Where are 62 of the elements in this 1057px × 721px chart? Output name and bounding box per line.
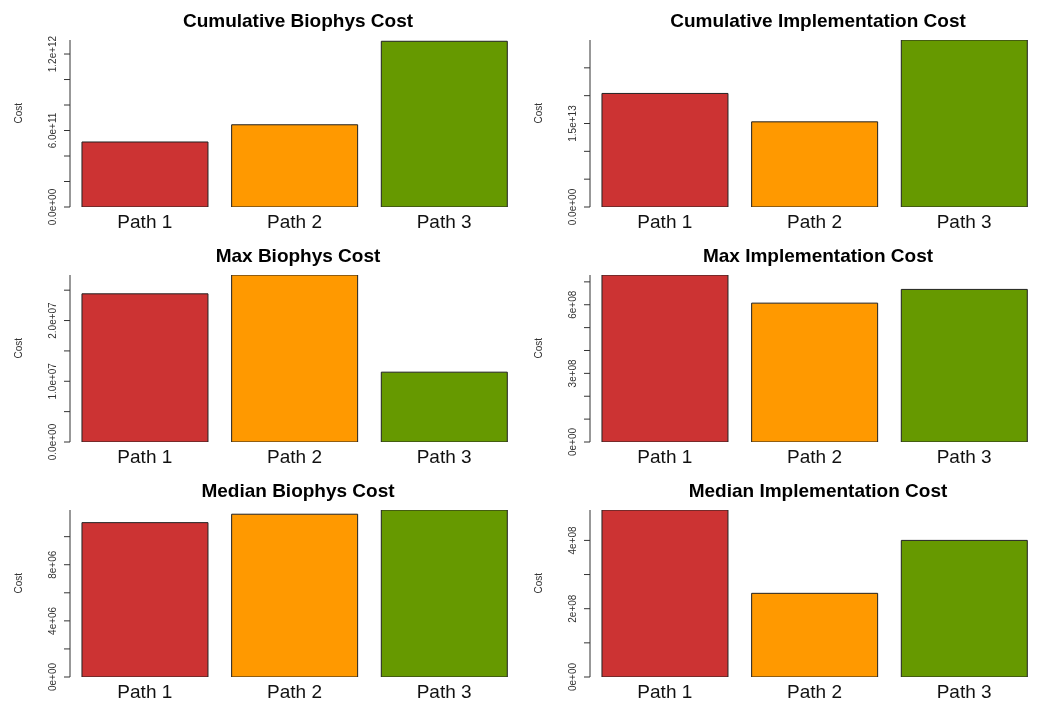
- bar: [81, 293, 209, 442]
- y-tick-label: 1.0e+07: [47, 362, 58, 400]
- x-tick-label: Path 1: [117, 681, 173, 703]
- y-tick-label: 8e+06: [47, 550, 58, 579]
- x-tick-label: Path 3: [936, 446, 992, 468]
- y-tick-label: 0e+00: [567, 662, 578, 692]
- bar: [380, 510, 508, 677]
- chart-title: Cumulative Biophys Cost: [181, 10, 415, 32]
- bar: [900, 539, 1028, 677]
- y-tick-label: 2.0e+07: [47, 301, 58, 339]
- x-tick-label: Path 2: [267, 446, 322, 468]
- chart-title: Max Implementation Cost: [701, 245, 935, 267]
- bar: [81, 522, 209, 677]
- y-tick-label: 4e+06: [47, 606, 58, 635]
- y-axis-title: Cost: [12, 337, 24, 359]
- x-tick-label: Path 2: [787, 211, 842, 233]
- y-tick-label: 4e+08: [567, 525, 578, 555]
- y-axis-title: Cost: [532, 102, 544, 124]
- bar: [231, 513, 359, 677]
- bar: [380, 40, 508, 207]
- x-tick-label: Path 1: [117, 211, 173, 233]
- x-tick-label: Path 1: [117, 446, 173, 468]
- y-tick-label: 1.2e+12: [47, 35, 58, 73]
- x-tick-label: Path 2: [267, 681, 322, 703]
- x-tick-label: Path 1: [637, 211, 693, 233]
- y-tick-label: 0.0e+00: [567, 188, 578, 226]
- y-tick-label: 0e+00: [47, 662, 58, 692]
- y-tick-label: 0e+00: [567, 427, 578, 457]
- bar: [231, 124, 359, 207]
- bar: [751, 121, 879, 207]
- chart-title: Median Biophys Cost: [200, 480, 396, 502]
- bar: [380, 371, 508, 442]
- y-tick-label: 0.0e+00: [47, 188, 58, 226]
- x-tick-label: Path 1: [637, 681, 693, 703]
- bar: [601, 510, 729, 677]
- y-tick-label: 2e+08: [567, 594, 578, 623]
- x-tick-label: Path 3: [936, 211, 992, 233]
- x-tick-label: Path 3: [936, 681, 992, 703]
- y-axis-title: Cost: [12, 572, 24, 594]
- x-tick-label: Path 2: [787, 681, 842, 703]
- bar: [751, 592, 879, 677]
- y-tick-label: 1.5e+13: [567, 104, 578, 142]
- x-tick-label: Path 3: [416, 446, 472, 468]
- bar: [231, 275, 359, 442]
- x-tick-label: Path 1: [637, 446, 693, 468]
- y-tick-label: 6e+08: [567, 290, 578, 319]
- bar: [601, 92, 729, 207]
- y-tick-label: 0.0e+00: [47, 423, 58, 461]
- y-tick-label: 3e+08: [567, 358, 578, 388]
- chart-title: Max Biophys Cost: [214, 245, 382, 267]
- x-tick-label: Path 3: [416, 211, 472, 233]
- y-tick-label: 6.0e+11: [47, 112, 58, 149]
- y-axis-title: Cost: [12, 102, 24, 124]
- x-tick-label: Path 2: [787, 446, 842, 468]
- x-tick-label: Path 3: [416, 681, 472, 703]
- chart-title: Cumulative Implementation Cost: [669, 10, 967, 32]
- x-tick-label: Path 2: [267, 211, 322, 233]
- bar: [81, 141, 209, 207]
- y-axis-title: Cost: [532, 572, 544, 594]
- chart-title: Median Implementation Cost: [687, 480, 949, 502]
- bar: [900, 40, 1028, 207]
- y-axis-title: Cost: [532, 337, 544, 359]
